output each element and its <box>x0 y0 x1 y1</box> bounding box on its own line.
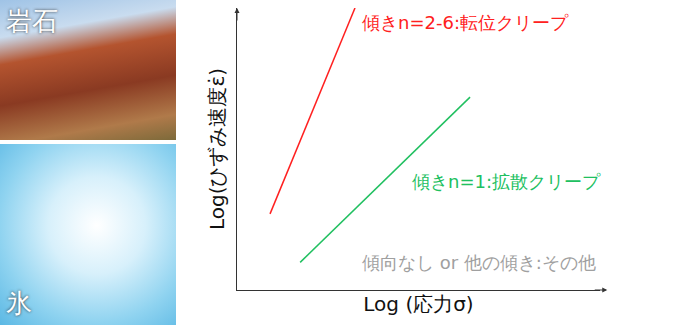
svg-text:傾向なし or 他の傾き:その他: 傾向なし or 他の傾き:その他 <box>362 252 596 273</box>
svg-text:傾きn=1:拡散クリープ: 傾きn=1:拡散クリープ <box>412 171 601 192</box>
html-text:氷: 氷 <box>6 288 32 318</box>
svg-text:傾きn=2-6:転位クリープ: 傾きn=2-6:転位クリープ <box>362 12 569 33</box>
html-text:岩石: 岩石 <box>6 6 58 36</box>
svg-text:Log (応力σ): Log (応力σ) <box>363 292 473 316</box>
svg-text:Log(ひずみ速度ε̇): Log(ひずみ速度ε̇) <box>205 68 229 230</box>
